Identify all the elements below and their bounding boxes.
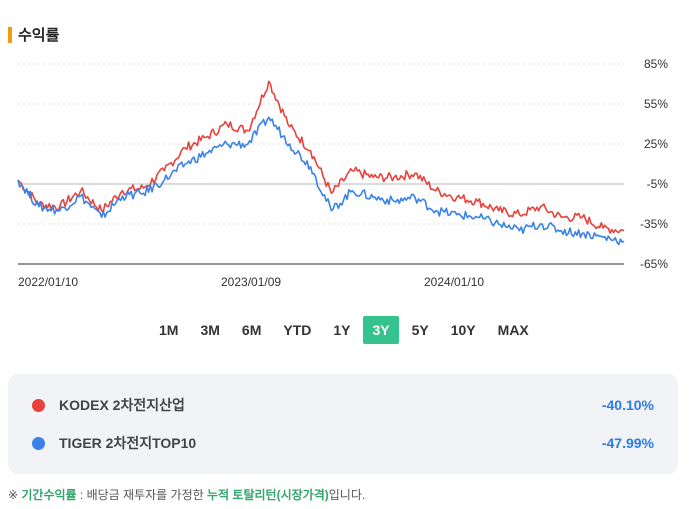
footnote-highlight: 누적 토탈리턴(시장가격) bbox=[207, 488, 329, 502]
period-button-ytd[interactable]: YTD bbox=[283, 322, 312, 338]
footnote: ※ 기간수익률 : 배당금 재투자를 가정한 누적 토탈리턴(시장가격)입니다. bbox=[8, 486, 365, 503]
kodex-dot-icon bbox=[32, 398, 45, 412]
footnote-term: 기간수익률 bbox=[21, 488, 77, 502]
series-line-kodex bbox=[17, 80, 625, 234]
x-tick-label: 2024/01/10 bbox=[424, 275, 484, 289]
footnote-suffix: 입니다. bbox=[328, 488, 366, 502]
y-tick-label: -65% bbox=[640, 257, 668, 271]
y-tick-label: -35% bbox=[640, 217, 668, 231]
return-line-chart: 2022/01/10 2023/01/09 2024/01/10 85% 55% 25%… bbox=[17, 57, 669, 289]
legend-name-tiger: TIGER 2차전지TOP10 bbox=[59, 435, 197, 451]
x-tick-label: 2023/01/09 bbox=[221, 275, 281, 289]
y-tick-label: 55% bbox=[644, 97, 668, 111]
period-button-3m[interactable]: 3M bbox=[200, 322, 220, 338]
y-tick-label: 85% bbox=[644, 57, 668, 71]
section-title-text: 수익률 bbox=[18, 27, 60, 44]
period-button-1y[interactable]: 1Y bbox=[333, 322, 351, 338]
period-button-3y[interactable]: 3Y bbox=[363, 316, 399, 344]
y-tick-label: -5% bbox=[647, 177, 669, 191]
series-line-tiger bbox=[17, 116, 625, 246]
period-button-5y[interactable]: 5Y bbox=[411, 322, 429, 338]
legend-value-kodex: -40.10% bbox=[601, 397, 654, 413]
legend-value-tiger: -47.99% bbox=[601, 435, 654, 451]
legend-row-kodex: KODEX 2차전지산업 -40.10% bbox=[32, 395, 654, 415]
period-button-max[interactable]: MAX bbox=[497, 322, 529, 338]
footnote-middle: : 배당금 재투자를 가정한 bbox=[76, 488, 207, 502]
tiger-dot-icon bbox=[32, 436, 45, 450]
y-tick-label: 25% bbox=[644, 137, 668, 151]
period-button-1m[interactable]: 1M bbox=[159, 322, 179, 338]
x-tick-label: 2022/01/10 bbox=[18, 275, 78, 289]
title-accent-bar bbox=[8, 26, 12, 43]
period-selector: 1M 3M 6M YTD 1Y 3Y 5Y 10Y MAX bbox=[150, 316, 542, 344]
legend-name-kodex: KODEX 2차전지산업 bbox=[59, 397, 185, 413]
period-button-6m[interactable]: 6M bbox=[241, 322, 262, 338]
section-title: 수익률 bbox=[8, 24, 59, 45]
footnote-prefix: ※ bbox=[8, 488, 22, 502]
period-button-10y[interactable]: 10Y bbox=[450, 322, 476, 338]
legend-panel: KODEX 2차전지산업 -40.10% TIGER 2차전지TOP10 -47… bbox=[8, 374, 678, 474]
legend-row-tiger: TIGER 2차전지TOP10 -47.99% bbox=[32, 433, 654, 453]
